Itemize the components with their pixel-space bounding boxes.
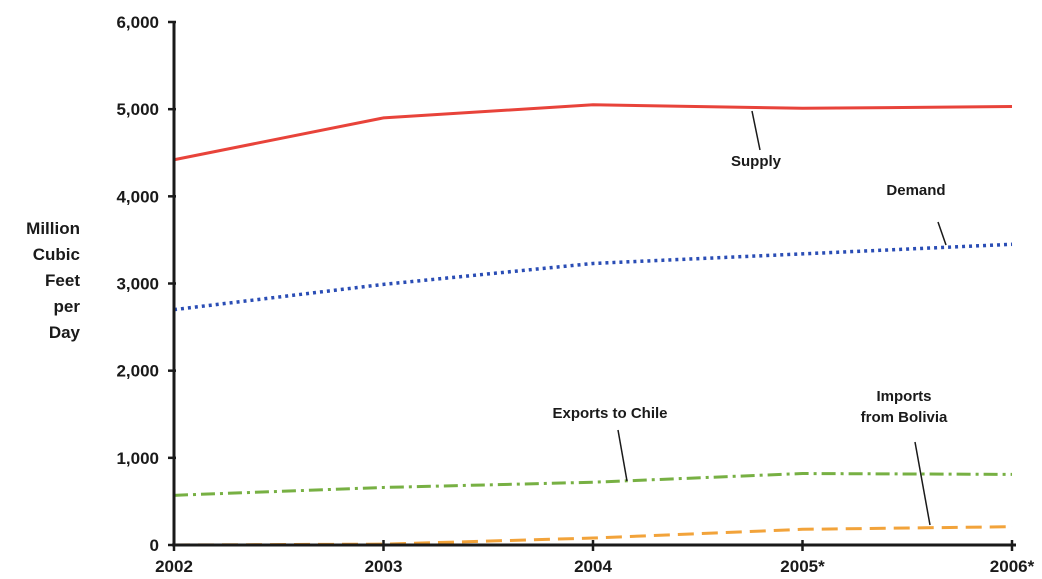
annotation-label: Imports xyxy=(876,388,931,405)
annotation-leader-line xyxy=(617,429,628,482)
x-tick-label: 2003 xyxy=(365,557,403,576)
y-axis-title-line: per xyxy=(54,297,81,316)
annotation-leaders xyxy=(617,110,947,526)
annotation-label: from Bolivia xyxy=(861,409,948,426)
y-tick-label: 5,000 xyxy=(116,100,159,119)
series-line-0 xyxy=(173,103,1013,162)
x-tick-label: 2006* xyxy=(990,557,1035,576)
y-tick-label: 4,000 xyxy=(116,187,159,206)
y-axis-title-line: Cubic xyxy=(33,245,80,264)
y-axis-title-line: Day xyxy=(49,323,81,342)
y-tick-label: 6,000 xyxy=(116,13,159,32)
y-tick-label: 2,000 xyxy=(116,362,159,381)
y-axis-title-line: Feet xyxy=(45,271,80,290)
series-line-1 xyxy=(173,242,1013,312)
y-axis-title-line: Million xyxy=(26,219,80,238)
x-tick-label: 2002 xyxy=(155,557,193,576)
axes xyxy=(172,22,1016,547)
annotation-labels: Supply Demand Exports to Chile Imports from … xyxy=(552,153,948,426)
annotation-label: Exports to Chile xyxy=(552,405,667,422)
y-tick-label: 0 xyxy=(150,536,159,555)
y-axis-title: Million Cubic Feet per Day xyxy=(26,219,80,342)
annotation-leader-line xyxy=(937,221,947,246)
annotation-label: Supply xyxy=(731,153,782,170)
series-line-2 xyxy=(173,472,1013,497)
y-ticks: 0 1,000 2,000 3,000 4,000 5,000 6,000 xyxy=(116,13,176,555)
annotation-leader-line xyxy=(914,441,931,526)
x-tick-label: 2004 xyxy=(574,557,612,576)
series-lines xyxy=(173,103,1013,547)
x-tick-label: 2005* xyxy=(780,557,825,576)
x-ticks: 2002 2003 2004 2005* 2006* xyxy=(155,540,1035,576)
annotation-label: Demand xyxy=(886,182,945,199)
annotation-leader-line xyxy=(751,110,761,151)
y-tick-label: 3,000 xyxy=(116,275,159,294)
y-tick-label: 1,000 xyxy=(116,449,159,468)
